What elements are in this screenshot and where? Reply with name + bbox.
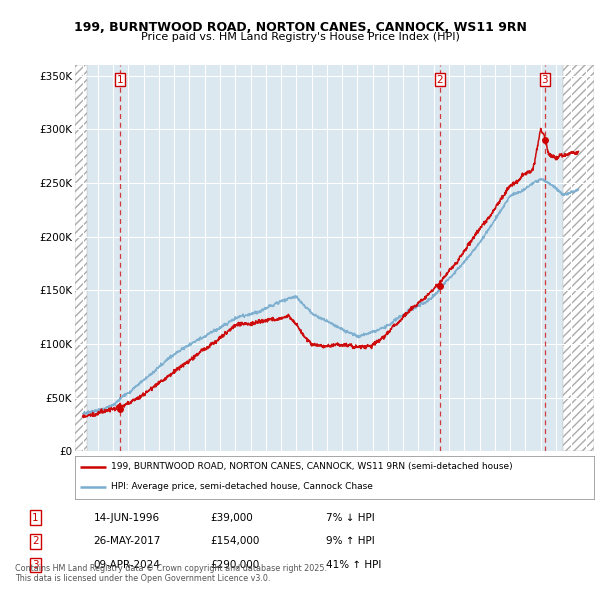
Text: 7% ↓ HPI: 7% ↓ HPI	[326, 513, 375, 523]
Text: 14-JUN-1996: 14-JUN-1996	[94, 513, 160, 523]
Text: 199, BURNTWOOD ROAD, NORTON CANES, CANNOCK, WS11 9RN (semi-detached house): 199, BURNTWOOD ROAD, NORTON CANES, CANNO…	[112, 462, 513, 471]
Point	[115, 405, 125, 414]
Text: 199, BURNTWOOD ROAD, NORTON CANES, CANNOCK, WS11 9RN: 199, BURNTWOOD ROAD, NORTON CANES, CANNO…	[74, 21, 526, 34]
Text: 26-MAY-2017: 26-MAY-2017	[94, 536, 161, 546]
Text: 1: 1	[117, 74, 124, 84]
Text: Price paid vs. HM Land Registry's House Price Index (HPI): Price paid vs. HM Land Registry's House …	[140, 32, 460, 42]
Text: 41% ↑ HPI: 41% ↑ HPI	[326, 560, 382, 570]
Text: 2: 2	[32, 536, 38, 546]
Text: 2: 2	[437, 74, 443, 84]
Text: HPI: Average price, semi-detached house, Cannock Chase: HPI: Average price, semi-detached house,…	[112, 482, 373, 491]
Text: 09-APR-2024: 09-APR-2024	[94, 560, 160, 570]
Text: 3: 3	[32, 560, 38, 570]
Text: £154,000: £154,000	[210, 536, 259, 546]
Text: £290,000: £290,000	[210, 560, 259, 570]
Text: 3: 3	[541, 74, 548, 84]
Text: £39,000: £39,000	[210, 513, 253, 523]
Text: 1: 1	[32, 513, 38, 523]
Point	[435, 281, 445, 291]
Point	[540, 135, 550, 145]
Text: Contains HM Land Registry data © Crown copyright and database right 2025.
This d: Contains HM Land Registry data © Crown c…	[15, 563, 327, 583]
Text: 9% ↑ HPI: 9% ↑ HPI	[326, 536, 375, 546]
